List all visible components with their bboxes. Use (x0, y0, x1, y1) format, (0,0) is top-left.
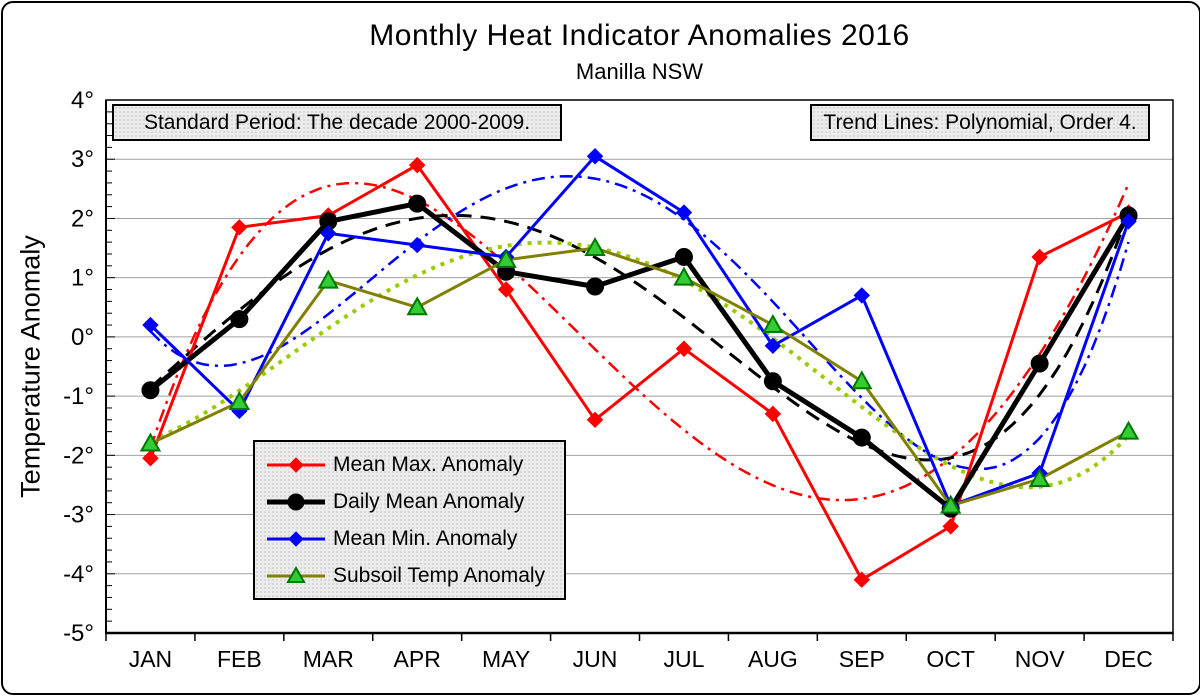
data-point-marker (409, 156, 426, 174)
chart-title: Monthly Heat Indicator Anomalies 2016 (369, 19, 910, 52)
data-point-marker (142, 316, 159, 334)
legend-label-mean-min: Mean Min. Anomaly (333, 526, 518, 550)
data-point-marker (675, 204, 693, 221)
axis-tick-label: SEP (839, 646, 885, 672)
triangle-marker-icon (286, 565, 306, 583)
trend-line-mean-max-anomaly (149, 181, 1130, 502)
axis-tick-label: MAR (303, 646, 354, 672)
legend-item-subsoil: Subsoil Temp Anomaly (265, 558, 564, 594)
data-point-marker (942, 518, 959, 535)
data-point-marker (764, 337, 782, 354)
trend-line-subsoil-temp-anomaly (149, 240, 1130, 490)
data-point-marker (939, 494, 962, 514)
chart-subtitle: Manilla NSW (575, 59, 704, 84)
data-point-marker (675, 340, 693, 357)
axis-tick-label: -5° (63, 620, 94, 647)
legend-label-mean-max: Mean Max. Anomaly (333, 452, 524, 476)
axis-tick-label: FEB (217, 646, 262, 672)
axis-tick-label: MAY (482, 646, 530, 672)
axis-tick-label: 1° (71, 265, 94, 292)
data-point-marker (586, 148, 604, 165)
diamond-marker-icon (288, 530, 304, 547)
data-markers (139, 148, 1140, 588)
data-point-marker (764, 405, 782, 423)
data-point-marker (139, 432, 162, 452)
standard-period-text: Standard Period: The decade 2000-2009. (143, 110, 531, 134)
data-point-marker (853, 571, 870, 588)
axis-tick-label: 0° (71, 324, 94, 351)
legend-sample-mean-min-icon (267, 530, 325, 547)
trend-lines-note: Trend Lines: Polynomial, Order 4. (810, 104, 1150, 141)
axis-labels: 4° 3° 2° 1° 0° -1° -2° -3° -4° -5° JAN FEB MAR APR MAY… (63, 87, 1153, 672)
data-point-marker (584, 237, 606, 257)
trend-line-daily-mean-anomaly (149, 210, 1130, 462)
data-point-marker (317, 269, 340, 289)
data-lines (148, 154, 1131, 582)
axis-tick-label: NOV (1015, 646, 1066, 672)
legend-sample-subsoil-icon (267, 565, 325, 583)
trend-line-mean-min-anomaly (149, 174, 1130, 471)
circle-marker-icon (287, 493, 305, 510)
axis-tick-label: DEC (1104, 646, 1153, 672)
data-point-marker (853, 287, 870, 304)
trend-lines-text: Trend Lines: Polynomial, Order 4. (823, 110, 1137, 134)
data-point-marker (406, 296, 428, 316)
legend-item-daily-mean: Daily Mean Anomaly (265, 484, 564, 520)
axis-tick-label: JUN (573, 646, 618, 672)
series-line-daily-mean-anomaly (148, 201, 1131, 512)
data-point-marker (495, 248, 517, 268)
axis-tick-label: JAN (129, 646, 172, 672)
y-axis-title: Temperature Anomaly (15, 235, 46, 498)
data-point-marker (1120, 213, 1137, 230)
legend-sample-daily-mean-icon (267, 493, 325, 510)
data-point-marker (852, 428, 871, 447)
data-point-marker (408, 194, 427, 213)
data-point-marker (851, 370, 873, 390)
legend-item-mean-max: Mean Max. Anomaly (265, 447, 564, 483)
data-point-marker (673, 266, 695, 286)
data-point-marker (674, 247, 693, 266)
data-point-marker (1031, 248, 1048, 266)
axis-tick-label: 4° (71, 87, 94, 114)
data-point-marker (497, 281, 515, 298)
diamond-marker-icon (288, 456, 304, 473)
axis-tick-label: AUG (748, 646, 798, 672)
data-point-marker (231, 219, 248, 236)
axis-tick-label: JUL (664, 646, 705, 672)
legend-item-mean-min: Mean Min. Anomaly (265, 521, 564, 557)
standard-period-note: Standard Period: The decade 2000-2009. (112, 104, 562, 141)
axis-tick-label: OCT (926, 646, 975, 672)
data-point-marker (1030, 354, 1049, 373)
legend-label-daily-mean: Daily Mean Anomaly (333, 489, 525, 513)
axis-tick-label: -1° (63, 383, 94, 410)
axis-tick-label: -3° (63, 502, 94, 529)
markers-subsoil-temp-anomaly (139, 237, 1140, 514)
data-point-marker (230, 310, 249, 329)
data-point-marker (763, 372, 782, 391)
legend-label-subsoil: Subsoil Temp Anomaly (333, 563, 546, 587)
data-point-marker (409, 236, 426, 254)
axis-tick-label: APR (394, 646, 441, 672)
data-point-marker (586, 277, 605, 296)
series-line-subsoil-temp-anomaly (149, 246, 1130, 508)
data-point-marker (762, 314, 784, 334)
axis-tick-label: -4° (63, 561, 94, 588)
trend-lines (149, 174, 1130, 502)
axis-tick-label: 2° (71, 205, 94, 232)
data-point-marker (1028, 467, 1051, 488)
data-point-marker (141, 381, 160, 400)
legend: Mean Max. Anomaly Daily Mean Anomaly Mea… (253, 440, 566, 600)
data-point-marker (320, 225, 337, 242)
data-point-marker (228, 390, 251, 411)
data-point-marker (142, 450, 159, 467)
data-point-marker (1117, 420, 1140, 440)
data-point-marker (586, 411, 604, 429)
axis-tick-label: -2° (63, 442, 94, 469)
axis-tick-label: 3° (71, 146, 94, 173)
legend-sample-mean-max-icon (267, 456, 325, 473)
plot-svg: 4° 3° 2° 1° 0° -1° -2° -3° -4° -5° JAN FEB MAR APR MAY… (63, 87, 1174, 672)
markers-mean-min-anomaly (142, 148, 1137, 514)
